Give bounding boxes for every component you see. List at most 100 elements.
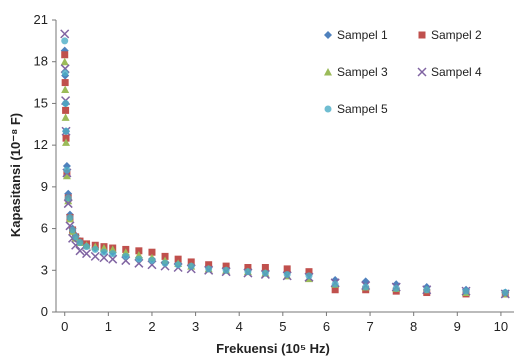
data-point — [99, 253, 109, 263]
legend-marker — [418, 31, 426, 39]
data-point — [82, 249, 92, 259]
data-point — [148, 257, 156, 265]
data-point — [501, 289, 509, 297]
data-point — [62, 99, 70, 107]
data-point — [261, 264, 269, 272]
y-tick-label: 21 — [34, 12, 48, 27]
x-marker-stroke — [60, 29, 70, 39]
x-marker-stroke — [75, 246, 85, 256]
legend: Sampel 1 Sampel 2 Sampel 3 Sampel 4 Sampel 5 — [324, 28, 482, 116]
data-point — [187, 262, 195, 270]
x-tick-label: 5 — [279, 319, 286, 334]
legend-marker — [324, 31, 332, 39]
data-point — [61, 85, 70, 94]
data-point — [108, 254, 118, 264]
x-tick-label: 1 — [105, 319, 112, 334]
data-point — [283, 265, 291, 273]
x-marker-stroke — [63, 199, 73, 209]
x-tick-label: 8 — [410, 319, 417, 334]
data-point — [61, 51, 69, 59]
data-point — [61, 79, 69, 87]
data-point — [76, 238, 84, 246]
x-tick-label: 4 — [236, 319, 243, 334]
data-point — [205, 261, 213, 269]
y-tick-label: 12 — [34, 137, 48, 152]
x-marker-stroke — [99, 253, 109, 263]
legend-label: Sampel 4 — [431, 65, 482, 79]
x-marker-stroke — [417, 67, 427, 77]
data-point — [244, 268, 252, 276]
data-point — [305, 272, 313, 280]
x-tick-label: 0 — [61, 319, 68, 334]
data-point — [423, 286, 431, 294]
data-points — [60, 29, 510, 299]
data-point — [62, 106, 70, 114]
data-point — [109, 250, 117, 258]
legend-label: Sampel 1 — [337, 28, 388, 42]
legend-label: Sampel 2 — [431, 28, 482, 42]
data-point — [61, 69, 69, 77]
y-tick-label: 15 — [34, 95, 48, 110]
data-point — [205, 265, 213, 273]
data-point — [283, 270, 291, 278]
data-point — [244, 264, 252, 272]
data-point — [69, 226, 77, 234]
legend-marker — [417, 67, 427, 77]
data-point — [83, 243, 91, 251]
y-tick-label: 3 — [41, 262, 48, 277]
data-point — [63, 199, 73, 209]
x-tick-label: 10 — [494, 319, 508, 334]
y-axis-label: Kapasitansi (10⁻⁸ F) — [8, 113, 23, 237]
data-point — [62, 171, 71, 180]
data-point — [62, 138, 71, 146]
data-point — [62, 134, 70, 142]
data-point — [392, 284, 400, 292]
legend-marker — [324, 105, 332, 113]
x-tick-label: 2 — [148, 319, 155, 334]
data-point — [222, 262, 230, 270]
x-marker-stroke — [108, 254, 118, 264]
x-marker-stroke — [90, 251, 100, 261]
data-point — [66, 213, 74, 221]
data-point — [72, 233, 80, 241]
data-point — [161, 252, 169, 260]
data-point — [174, 261, 182, 269]
y-tick-label: 9 — [41, 179, 48, 194]
x-tick-label: 6 — [323, 319, 330, 334]
data-point — [362, 283, 370, 291]
data-point — [91, 245, 99, 253]
data-point — [261, 269, 269, 277]
x-marker-stroke — [82, 249, 92, 259]
data-point — [61, 113, 70, 121]
data-point — [100, 248, 108, 256]
y-tick-label: 6 — [41, 221, 48, 236]
data-point — [174, 255, 182, 263]
data-point — [63, 166, 71, 174]
data-point — [305, 268, 313, 276]
data-point — [64, 194, 72, 202]
data-point — [187, 258, 195, 266]
x-marker-stroke — [65, 221, 75, 231]
data-point — [62, 127, 70, 135]
data-point — [122, 252, 130, 260]
x-tick-label: 3 — [192, 319, 199, 334]
legend-label: Sampel 5 — [337, 102, 388, 116]
data-point — [331, 280, 339, 288]
legend-label: Sampel 3 — [337, 65, 388, 79]
data-point — [60, 29, 70, 39]
data-point — [135, 255, 143, 263]
data-point — [161, 259, 169, 267]
data-point — [60, 57, 69, 66]
legend-marker — [324, 68, 332, 76]
data-point — [61, 37, 69, 45]
x-tick-label: 9 — [454, 319, 461, 334]
data-point — [75, 246, 85, 256]
data-point — [331, 286, 339, 294]
x-tick-label: 7 — [366, 319, 373, 334]
y-tick-label: 0 — [41, 304, 48, 319]
x-axis-label: Frekuensi (10⁵ Hz) — [216, 341, 330, 356]
data-point — [462, 287, 470, 295]
